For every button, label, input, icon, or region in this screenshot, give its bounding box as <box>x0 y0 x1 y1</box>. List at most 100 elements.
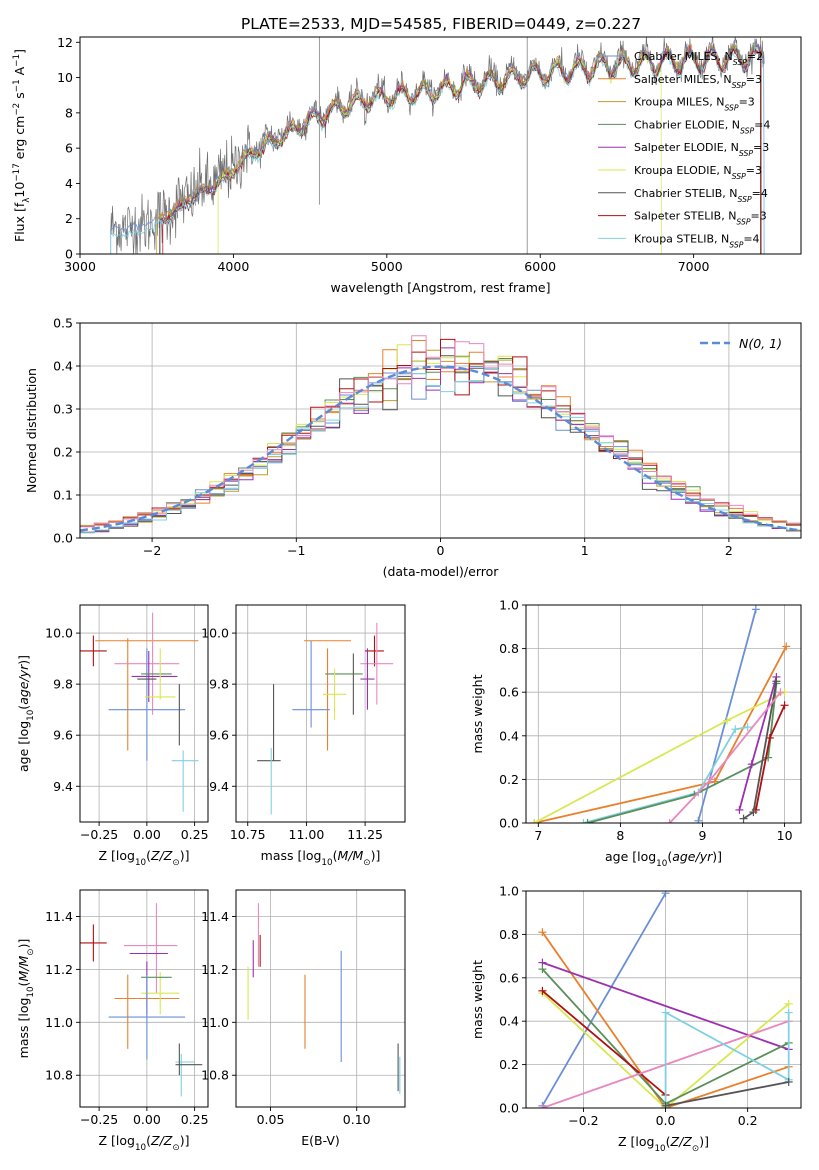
label-part: age [log <box>16 721 31 772</box>
label-part: ⊙ <box>363 858 370 868</box>
label-part: −1 <box>12 54 22 67</box>
x-axis-label: Z [log10(Z/Z⊙)] <box>99 1133 190 1153</box>
x-axis-label: age [log10(age/yr)] <box>605 849 722 869</box>
plot-area-mass-weight-vs-Z <box>538 891 793 1108</box>
y-tick-label: 10.0 <box>201 626 229 641</box>
mass-weight-line <box>533 645 787 823</box>
label-part: s <box>12 92 27 103</box>
plot-area-spectrum <box>110 37 765 254</box>
y-tick-label: 9.4 <box>53 779 73 794</box>
label-part: ] <box>12 49 27 54</box>
y-tick-label: 11.0 <box>45 1015 73 1030</box>
legend-label-main: Chabrier STELIB, N <box>634 187 738 200</box>
y-tick-label: 0.3 <box>53 402 73 417</box>
x-axis-label: E(B-V) <box>301 1133 340 1148</box>
y-tick-label: 9.4 <box>209 779 229 794</box>
label-part: 10 <box>135 1143 146 1153</box>
label-part: 10 <box>12 182 27 198</box>
y-tick-label: 4 <box>65 176 73 191</box>
plot-area-residual-histogram <box>80 335 801 534</box>
y-axis-label: Flux [fλ10−17 erg cm−2 s−1 A−1] <box>12 49 32 242</box>
label-part: )] <box>712 849 722 864</box>
label-part: ⊙ <box>692 1144 699 1154</box>
y-tick-label: 8 <box>65 105 73 120</box>
mass-weight-line <box>587 683 778 823</box>
label-part: )] <box>699 1134 709 1149</box>
x-tick-label: 8 <box>616 828 624 843</box>
label-part: erg cm <box>12 116 27 164</box>
y-tick-label: 0.8 <box>499 641 519 656</box>
y-tick-label: 9.8 <box>209 677 229 692</box>
y-axis-label: mass [log10(M/M⊙)] <box>16 939 36 1059</box>
legend-label-main: Salpeter ELODIE, N <box>634 141 739 154</box>
y-tick-label: 0.2 <box>53 445 73 460</box>
y-tick-label: 11.2 <box>45 962 73 977</box>
legend-label: Chabrier ELODIE, NSSP=4 <box>634 118 770 135</box>
legend-label-main: Kroupa STELIB, N <box>634 232 729 245</box>
histogram-step-line <box>80 338 801 527</box>
legend-label-tail: =4 <box>752 187 768 200</box>
panel-age-vs-mass: 10.75 11.00 11.25 9.4 9.6 9.8 10.0 mass [log10(… <box>201 604 406 868</box>
gaussian-line <box>80 365 801 532</box>
x-tick-label: 10.75 <box>230 827 266 842</box>
label-part: M/M <box>16 956 31 982</box>
label-part: 10 <box>654 1144 665 1154</box>
y-tick-label: 0.5 <box>53 316 73 331</box>
x-tick-label: 3000 <box>64 259 96 274</box>
label-part: ( <box>333 848 338 863</box>
x-axis-label: Z [log10(Z/Z⊙)] <box>99 848 190 868</box>
legend-label-sub: SSP <box>732 80 746 89</box>
label-part: mass [log <box>261 848 322 863</box>
histogram-step-line <box>80 335 801 528</box>
y-tick-label: 0.0 <box>499 816 519 831</box>
label-part: Z/Z <box>670 1134 693 1149</box>
legend-label: Kroupa ELODIE, NSSP=3 <box>634 164 762 181</box>
label-part: Z [log <box>618 1134 654 1149</box>
y-tick-label: 10 <box>57 70 73 85</box>
axes-frame <box>79 36 802 255</box>
label-part: ⊙ <box>26 948 36 955</box>
mass-weight-line <box>665 1081 789 1107</box>
y-tick-label: 2 <box>65 211 73 226</box>
plot-area-age-vs-Z <box>80 612 199 812</box>
legend-label-sub: SSP <box>733 58 747 67</box>
label-part: )] <box>180 848 190 863</box>
panel-mass-weight-vs-Z: −0.2 0.0 0.2 0.0 0.2 0.4 0.6 0.8 1.0 Z [log10(Z/Z… <box>470 884 802 1154</box>
axes-frame <box>235 604 406 823</box>
axes-frame <box>79 604 209 823</box>
label-part: ⊙ <box>172 858 179 868</box>
legend-label-main: Salpeter STELIB, N <box>634 210 736 223</box>
label-part: ( <box>146 1133 151 1148</box>
y-tick-label: 11.2 <box>201 962 229 977</box>
panel-residual-histogram: N(0, 1) −2 −1 0 1 2 0.0 0.1 0.2 0.3 0.4 0.5 (data-mo… <box>24 316 802 579</box>
figure-title: PLATE=2533, MJD=54585, FIBERID=0449, z=0… <box>241 15 641 33</box>
axes-frame <box>79 889 209 1108</box>
legend-label: Salpeter ELODIE, NSSP=3 <box>634 141 769 158</box>
label-part: A <box>12 66 27 79</box>
y-tick-label: 10.0 <box>45 626 73 641</box>
x-tick-label: 11.25 <box>347 827 383 842</box>
label-part: λ <box>22 198 32 203</box>
label-part: )] <box>16 655 31 665</box>
axes-frame <box>235 889 406 1108</box>
panel-mass-vs-EBV: 0.05 0.10 10.8 11.0 11.2 11.4 E(B-V) <box>201 889 406 1148</box>
label-part: Z [log <box>99 1133 135 1148</box>
x-tick-label: 0.0 <box>656 1113 676 1128</box>
x-tick-label: 0.10 <box>343 1112 371 1127</box>
x-tick-label: −0.25 <box>80 1112 118 1127</box>
mass-weight-line <box>541 992 790 1108</box>
x-tick-label: −0.2 <box>568 1113 598 1128</box>
mass-weight-line <box>541 990 667 1096</box>
label-part: 10 <box>26 710 36 721</box>
y-tick-label: 0 <box>65 247 73 262</box>
x-tick-label: 6000 <box>524 259 556 274</box>
legend-label: Kroupa STELIB, NSSP=4 <box>634 232 760 249</box>
y-tick-label: 0.6 <box>499 970 519 985</box>
y-tick-label: 10.8 <box>45 1068 73 1083</box>
y-tick-label: 0.2 <box>499 772 519 787</box>
x-tick-label: 0.2 <box>738 1113 758 1128</box>
x-tick-label: −0.25 <box>80 827 118 842</box>
